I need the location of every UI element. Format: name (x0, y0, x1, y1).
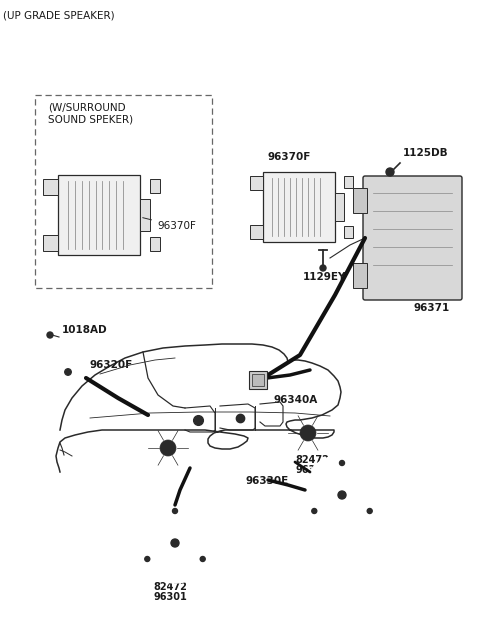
Circle shape (160, 440, 176, 456)
Bar (344, 226, 353, 238)
Bar (150, 236, 160, 251)
FancyBboxPatch shape (363, 176, 462, 300)
Text: 96370F: 96370F (143, 218, 196, 231)
Circle shape (300, 425, 316, 441)
Bar (150, 179, 160, 193)
Text: 96371: 96371 (414, 303, 450, 313)
Bar (335, 193, 344, 221)
Circle shape (172, 508, 178, 514)
Bar (353, 188, 367, 213)
Circle shape (338, 491, 346, 499)
Bar (35, 95, 212, 288)
Text: 96370F: 96370F (268, 152, 312, 162)
Circle shape (367, 508, 372, 514)
Text: 96330E: 96330E (245, 476, 288, 486)
Circle shape (312, 508, 317, 514)
Circle shape (386, 168, 394, 176)
Circle shape (171, 539, 179, 547)
Circle shape (339, 461, 345, 465)
Text: 82472: 82472 (295, 455, 329, 465)
Bar (252, 374, 264, 386)
Text: 1018AD: 1018AD (62, 325, 108, 335)
Bar (344, 176, 353, 188)
Text: 96301: 96301 (153, 592, 187, 602)
Bar (249, 371, 267, 389)
Bar (43, 179, 58, 195)
Text: 1129EY: 1129EY (303, 272, 347, 282)
Text: (W/SURROUND
SOUND SPEKER): (W/SURROUND SOUND SPEKER) (48, 103, 133, 124)
Circle shape (302, 455, 382, 535)
Bar (353, 263, 367, 288)
Circle shape (145, 556, 150, 561)
Text: 96320F: 96320F (90, 360, 133, 370)
Text: 96340A: 96340A (273, 395, 317, 405)
Circle shape (65, 369, 71, 375)
Text: 1125DB: 1125DB (403, 148, 449, 158)
Bar (250, 225, 263, 238)
Circle shape (320, 265, 326, 271)
Circle shape (135, 503, 215, 583)
Bar (263, 172, 335, 242)
Text: (UP GRADE SPEAKER): (UP GRADE SPEAKER) (3, 10, 115, 20)
Circle shape (47, 332, 53, 338)
Circle shape (200, 556, 205, 561)
Bar (140, 199, 150, 231)
Bar (250, 176, 263, 189)
Text: 82472: 82472 (153, 582, 187, 592)
Bar (43, 235, 58, 251)
Bar (58, 175, 140, 255)
Text: 96301: 96301 (295, 465, 329, 475)
